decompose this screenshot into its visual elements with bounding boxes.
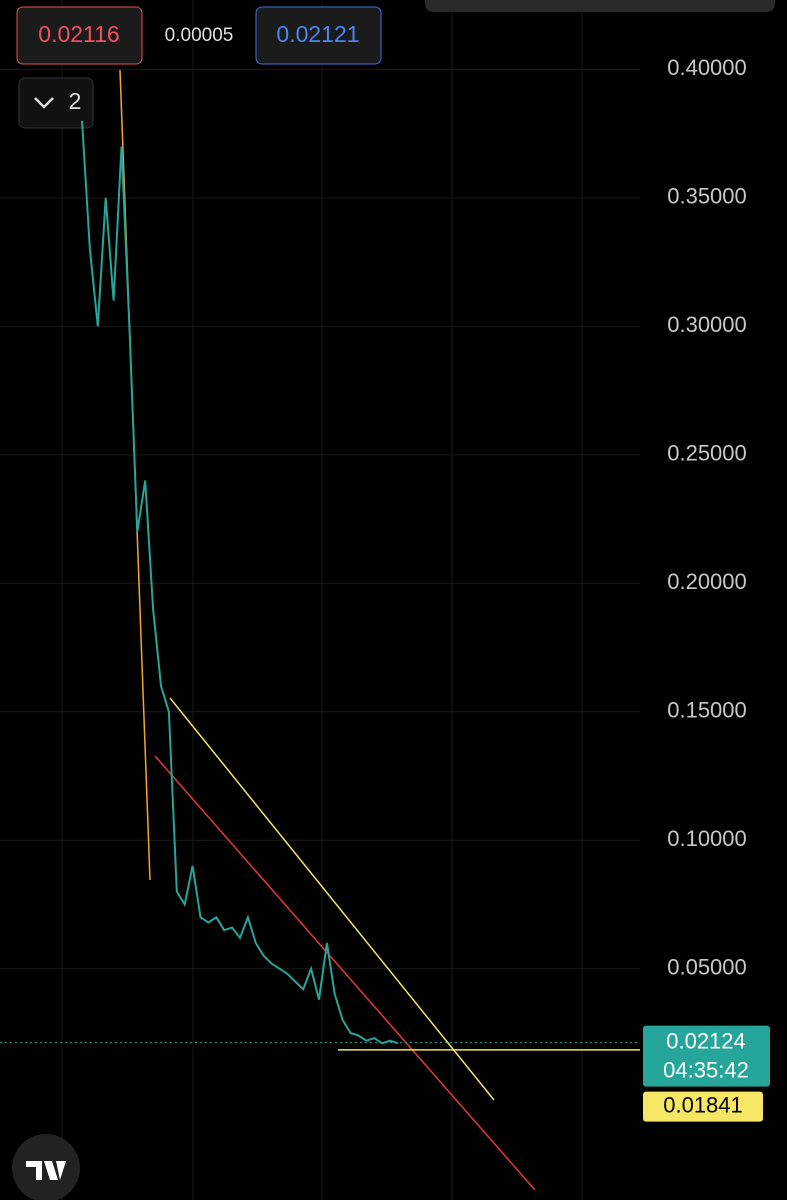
price-line bbox=[81, 120, 399, 1045]
spread: 0.00005 bbox=[165, 25, 234, 46]
buy-box[interactable] bbox=[255, 6, 382, 65]
y-tick-label: 0.15000 bbox=[667, 698, 747, 723]
chevron-icon[interactable] bbox=[34, 97, 54, 109]
sell-price[interactable]: 0.02116 bbox=[38, 21, 119, 47]
y-tick-label: 0.20000 bbox=[667, 569, 747, 594]
current-price-label: 0.02124 bbox=[666, 1028, 746, 1053]
trendline bbox=[169, 697, 495, 1101]
y-tick-label: 0.35000 bbox=[667, 184, 747, 209]
sell-box[interactable] bbox=[16, 6, 143, 65]
trendline bbox=[154, 755, 536, 1191]
buy-price[interactable]: 0.02121 bbox=[276, 21, 359, 47]
alert-price-label: 0.01841 bbox=[663, 1092, 743, 1117]
y-tick-label: 0.10000 bbox=[667, 826, 747, 851]
y-tick-label: 0.05000 bbox=[667, 955, 747, 980]
y-tick-label: 0.40000 bbox=[667, 55, 747, 80]
current-price-box bbox=[643, 1025, 770, 1087]
top-panel bbox=[425, 0, 775, 12]
y-tick-label: 0.30000 bbox=[667, 312, 747, 337]
alert-price-box bbox=[643, 1091, 763, 1122]
collapse-button[interactable] bbox=[18, 77, 94, 129]
countdown: 04:35:42 bbox=[663, 1057, 749, 1082]
collapse-count[interactable]: 2 bbox=[69, 88, 82, 114]
y-tick-label: 0.25000 bbox=[667, 441, 747, 466]
logo-mark bbox=[26, 1161, 66, 1180]
